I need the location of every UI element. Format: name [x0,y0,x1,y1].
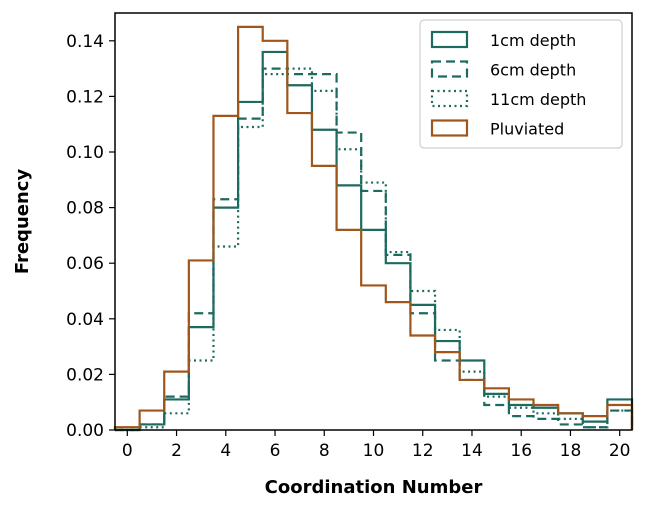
x-tick-label: 0 [122,441,133,461]
x-tick-label: 16 [510,441,532,461]
legend-swatch-1 [430,60,469,78]
x-tick-label: 2 [171,441,182,461]
legend: 1cm depth 6cm depth 11cm depth Pluviated [419,19,623,149]
y-tick-label: 0.06 [66,254,104,274]
legend-swatch-3 [430,119,469,137]
x-tick-label: 10 [363,441,385,461]
x-tick-label: 8 [319,441,330,461]
y-tick-label: 0.02 [66,365,104,385]
legend-box [419,19,623,149]
y-tick-label: 0.12 [66,87,104,107]
legend-label-3: Pluviated [490,120,564,139]
y-axis-label: Frequency [12,169,33,275]
y-tick-label: 0.14 [66,32,104,52]
y-tick-label: 0.10 [66,143,104,163]
y-tick-label: 0.08 [66,199,104,219]
legend-swatch-2 [430,89,469,108]
y-tick-label: 0.04 [66,310,104,330]
series-3-step-line [113,25,634,430]
legend-label-0: 1cm depth [490,31,576,50]
x-tick-label: 4 [220,441,231,461]
series-layer [113,25,634,432]
x-tick-label: 6 [270,441,281,461]
x-tick-label: 14 [461,441,483,461]
legend-label-1: 6cm depth [490,61,576,80]
ticks-layer: 0 2 4 6 8 10 12 14 16 18 20 0.00 0.02 0.04 0.06 0.08 0.1… [66,32,630,461]
x-axis-label: Coordination Number [265,477,483,498]
series-1-step-line [115,67,634,432]
x-tick-label: 20 [609,441,631,461]
x-tick-label: 12 [412,441,434,461]
y-tick-label: 0.00 [66,421,104,441]
x-tick-label: 18 [560,441,582,461]
legend-swatch-0 [430,30,469,49]
legend-label-2: 11cm depth [490,90,586,109]
